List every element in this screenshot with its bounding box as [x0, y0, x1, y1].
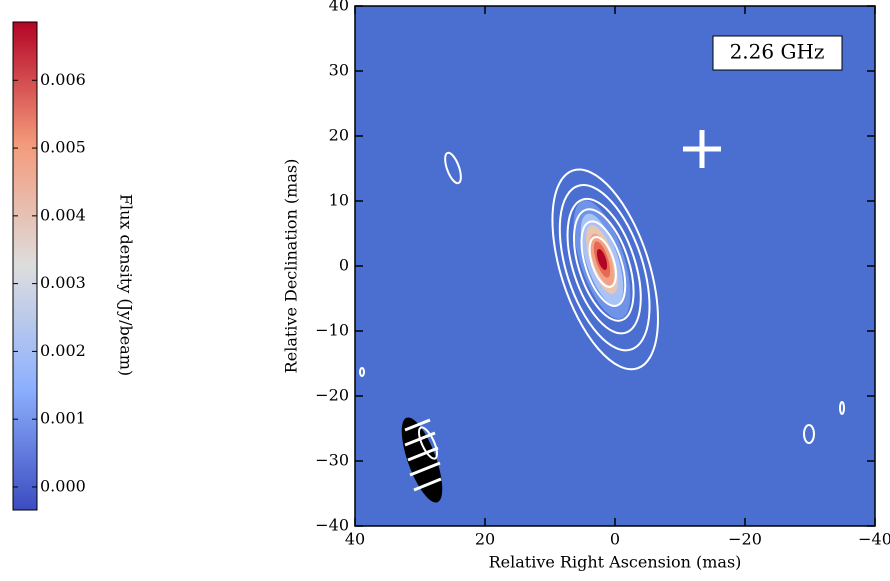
x-tick-label: −20 — [728, 530, 762, 549]
x-tick-label: −40 — [858, 530, 890, 549]
colorbar-tick-label: 0.004 — [40, 205, 86, 224]
x-axis-label: Relative Right Ascension (mas) — [489, 553, 742, 572]
y-tick-label: 20 — [329, 126, 349, 145]
y-tick-label: 30 — [329, 61, 349, 80]
colorbar-label: Flux density (Jy/beam) — [117, 194, 136, 376]
y-tick-label: 0 — [339, 256, 349, 275]
page: Flux density (Jy/beam) 2.26 GHz Relative… — [0, 0, 890, 577]
colorbar-tick-label: 0.006 — [40, 70, 86, 89]
colorbar-tick-label: 0.001 — [40, 409, 86, 428]
y-tick-label: −10 — [315, 321, 349, 340]
colorbar-tick-label: 0.005 — [40, 138, 86, 157]
y-tick-label: −30 — [315, 451, 349, 470]
annotation: 2.26 GHz — [730, 40, 825, 64]
y-tick-label: 40 — [329, 0, 349, 15]
chart: Flux density (Jy/beam) 2.26 GHz Relative… — [0, 0, 890, 577]
image — [355, 6, 875, 526]
x-tick-label: 0 — [610, 530, 620, 549]
y-axis-label: Relative Declination (mas) — [282, 159, 301, 374]
y-tick-label: −20 — [315, 386, 349, 405]
y-tick-label: 10 — [329, 191, 349, 210]
colorbar — [13, 22, 37, 510]
x-tick-label: 20 — [475, 530, 495, 549]
y-tick-label: −40 — [315, 516, 349, 535]
colorbar-tick-label: 0.002 — [40, 341, 86, 360]
colorbar-tick-label: 0.003 — [40, 273, 86, 292]
colorbar-tick-label: 0.000 — [40, 476, 86, 495]
